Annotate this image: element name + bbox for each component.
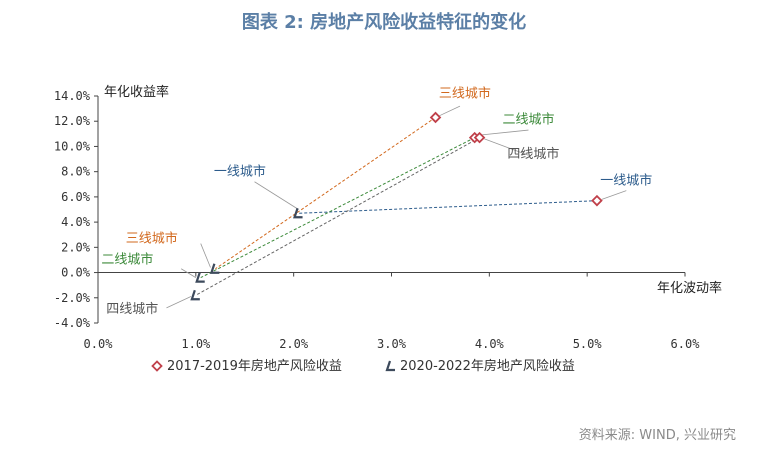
y-tick-label: 8.0% [61,165,91,179]
connector-line [195,137,480,296]
chevron-marker [190,289,200,301]
point-annotation: 四线城市 [106,301,158,317]
point-annotation: 四线城市 [507,146,559,162]
chevron-marker [293,207,303,219]
connector-line [298,200,597,214]
x-tick-label: 0.0% [84,337,114,351]
y-tick-label: 12.0% [54,114,91,128]
x-tick-label: 6.0% [671,337,701,351]
diamond-marker [429,111,442,124]
chart-title: 图表 2: 房地产风险收益特征的变化 [241,12,527,33]
diamond-marker [591,194,603,207]
connector-line [200,137,475,279]
y-tick-label: 2.0% [61,240,91,254]
y-tick-label: -2.0% [54,291,91,305]
point-annotation: 三线城市 [439,85,491,101]
y-tick-label: 14.0% [54,89,91,103]
annotation-leader [180,268,197,278]
diamond-marker [473,131,486,144]
y-tick-label: 0.0% [61,266,91,280]
point-annotation: 三线城市 [126,230,178,246]
legend-label: 2020-2022年房地产风险收益 [400,358,575,374]
y-tick-label: 10.0% [54,139,91,153]
y-tick-label: 6.0% [61,190,91,204]
chevron-marker [209,263,220,274]
x-axis-label: 年化波动率 [657,280,722,296]
connector-line [215,117,436,270]
annotation-leader [200,243,211,268]
annotation-leader [479,129,529,136]
chevron-marker [195,272,205,283]
legend-chevron-icon [385,360,395,372]
annotation-leader [166,296,192,309]
annotation-leader [438,105,461,117]
annotation-leader [601,190,627,200]
legend-label: 2017-2019年房地产风险收益 [167,358,342,374]
x-tick-label: 3.0% [377,337,407,351]
point-annotation: 一线城市 [600,172,652,188]
legend-diamond-icon [151,360,163,372]
y-axis-label: 年化收益率 [104,84,169,100]
x-tick-label: 1.0% [181,337,211,351]
annotation-leader [254,181,299,210]
y-tick-label: 4.0% [61,215,91,229]
point-annotation: 二线城市 [101,252,153,268]
x-tick-label: 4.0% [475,337,505,351]
point-annotation: 二线城市 [502,112,554,128]
annotation-leader [484,138,529,156]
y-tick-label: -4.0% [54,316,91,330]
x-tick-label: 5.0% [573,337,603,351]
x-tick-label: 2.0% [279,337,309,351]
source-note: 资料来源: WIND, 兴业研究 [578,428,736,443]
point-annotation: 一线城市 [214,163,266,179]
